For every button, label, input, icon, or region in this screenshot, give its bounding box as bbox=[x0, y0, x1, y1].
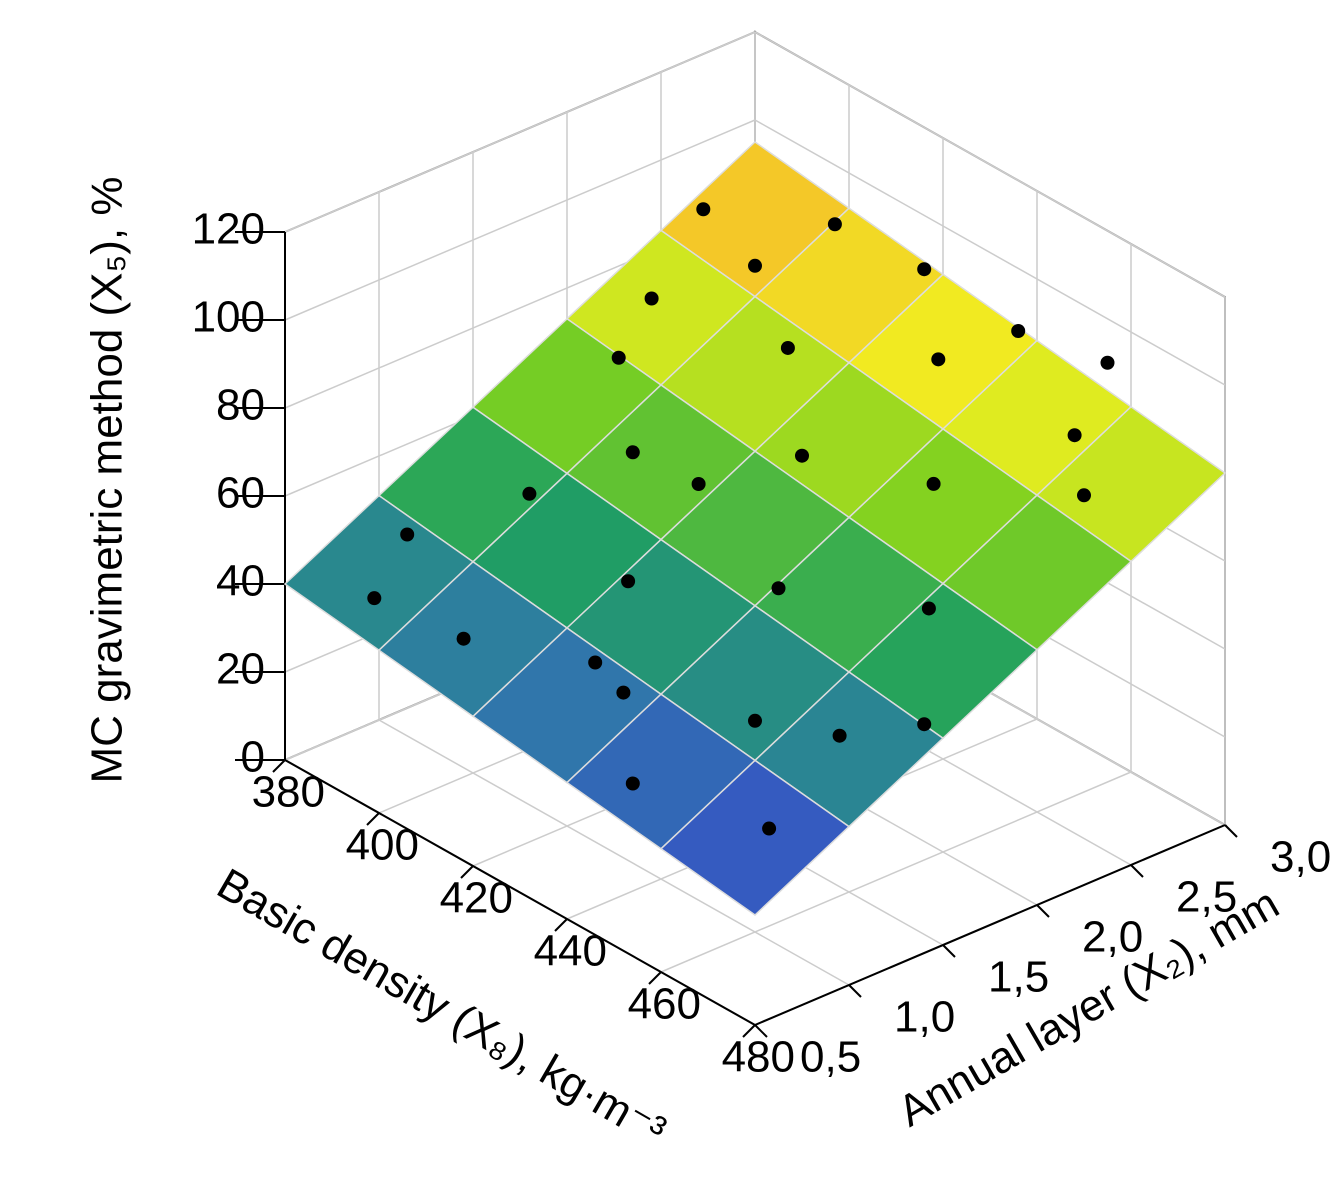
data-point bbox=[917, 262, 932, 277]
y-tick bbox=[942, 944, 956, 958]
y-tick bbox=[1130, 864, 1144, 878]
x-tick bbox=[648, 971, 662, 985]
y-tick bbox=[848, 984, 862, 998]
grid-line bbox=[660, 771, 1132, 973]
x-tick bbox=[554, 918, 568, 932]
data-point bbox=[1011, 324, 1026, 338]
x-tick-label: 440 bbox=[534, 927, 607, 976]
x-tick bbox=[742, 1024, 756, 1038]
x-tick-label: 380 bbox=[252, 768, 325, 817]
z-tick-label: 20 bbox=[216, 645, 265, 694]
y-tick-label: 2,5 bbox=[1176, 873, 1237, 922]
data-point bbox=[762, 821, 777, 836]
data-point bbox=[827, 217, 842, 232]
data-point bbox=[1067, 428, 1082, 443]
data-point bbox=[748, 258, 762, 273]
x-tick bbox=[272, 759, 286, 773]
z-tick-label: 60 bbox=[216, 469, 265, 518]
surface-cell bbox=[659, 759, 851, 916]
grid-line bbox=[378, 719, 850, 986]
x-tick-label: 480 bbox=[722, 1033, 795, 1082]
z-tick-label: 40 bbox=[216, 557, 265, 606]
z-tick-label: 80 bbox=[216, 381, 265, 430]
axis-line bbox=[284, 759, 756, 1026]
data-point bbox=[1077, 488, 1091, 503]
data-point bbox=[931, 352, 946, 367]
data-point bbox=[921, 601, 936, 616]
y-tick bbox=[754, 1024, 768, 1038]
y-tick-label: 1,0 bbox=[894, 993, 955, 1042]
z-axis-title: MC gravimetric method (X₅), % bbox=[83, 177, 132, 784]
axis-line bbox=[754, 824, 1226, 1026]
data-point bbox=[400, 527, 415, 542]
x-tick bbox=[366, 812, 380, 826]
grid-line bbox=[754, 31, 1226, 298]
data-point bbox=[1100, 355, 1115, 370]
y-tick-label: 2,0 bbox=[1082, 913, 1143, 962]
data-point bbox=[625, 445, 640, 460]
x-tick-label: 400 bbox=[346, 821, 419, 870]
data-point bbox=[795, 448, 809, 463]
data-point bbox=[456, 631, 471, 646]
points bbox=[367, 202, 1115, 836]
z-tick-label: 100 bbox=[192, 293, 265, 342]
data-point bbox=[691, 477, 706, 491]
data-point bbox=[926, 476, 941, 491]
data-point bbox=[611, 350, 626, 365]
data-point bbox=[748, 713, 762, 728]
z-tick-label: 0 bbox=[241, 733, 265, 782]
y-tick-label: 1,5 bbox=[988, 953, 1049, 1002]
grid-line bbox=[284, 31, 756, 233]
data-point bbox=[625, 776, 640, 791]
data-point bbox=[780, 340, 795, 355]
y-tick bbox=[1224, 824, 1238, 838]
data-point bbox=[616, 685, 631, 700]
data-point bbox=[644, 291, 659, 306]
z-tick-label: 120 bbox=[192, 205, 265, 254]
grid-line bbox=[754, 119, 1226, 386]
data-point bbox=[588, 655, 603, 670]
surface bbox=[283, 141, 1227, 916]
data-point bbox=[771, 581, 786, 596]
y-tick-label: 0,5 bbox=[800, 1033, 861, 1082]
data-point bbox=[832, 728, 847, 743]
data-point bbox=[917, 717, 932, 732]
x-tick bbox=[460, 865, 474, 879]
data-point bbox=[367, 591, 382, 606]
y-tick-label: 3,0 bbox=[1270, 833, 1331, 882]
data-point bbox=[696, 202, 711, 217]
x-tick-label: 420 bbox=[440, 874, 513, 923]
grid-line bbox=[284, 119, 756, 321]
x-tick-label: 460 bbox=[628, 980, 701, 1029]
data-point bbox=[522, 486, 537, 501]
y-tick bbox=[1036, 904, 1050, 918]
data-point bbox=[621, 574, 636, 589]
